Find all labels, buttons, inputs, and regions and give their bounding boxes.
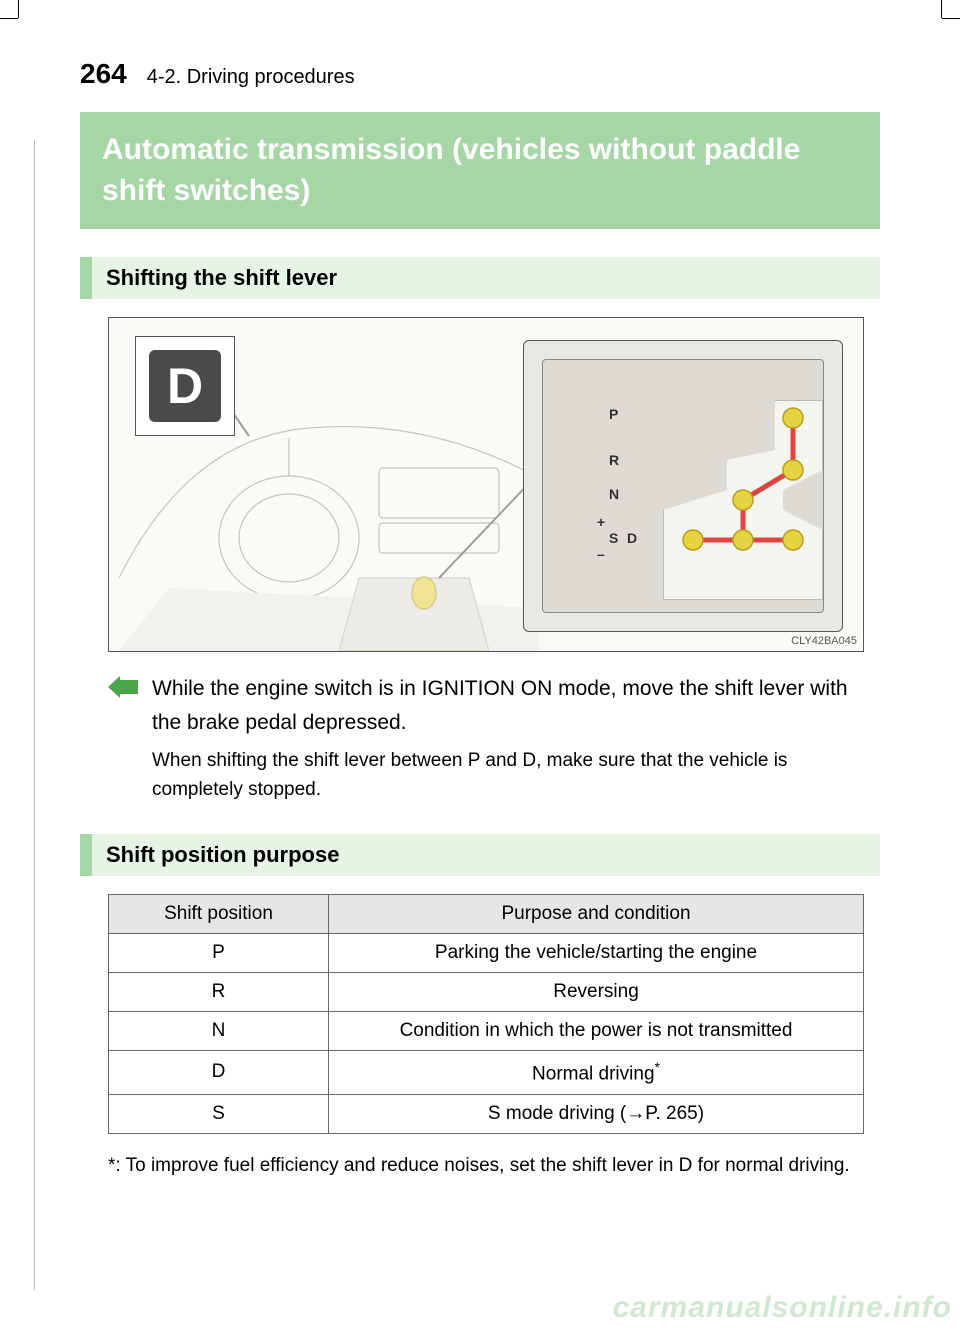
table-cell-text: Normal driving <box>532 1064 654 1085</box>
section-shift-purpose: Shift position purpose Shift position Pu… <box>80 834 880 1180</box>
gate-label-s: S <box>609 530 618 546</box>
section-heading-shifting: Shifting the shift lever <box>80 257 880 299</box>
table-cell: R <box>109 973 329 1012</box>
table-cell: S <box>109 1094 329 1133</box>
watermark: carmanualsonline.info <box>613 1291 952 1325</box>
body-sub-text: When shifting the shift lever between P … <box>152 747 880 804</box>
gate-label-plus: + <box>597 514 605 530</box>
shift-panel: P R N + S D – <box>523 340 843 632</box>
breadcrumb: 4-2. Driving procedures <box>147 66 355 89</box>
table-row: D Normal driving* <box>109 1051 864 1094</box>
table-cell: N <box>109 1012 329 1051</box>
gate-label-p: P <box>609 406 618 422</box>
table-header: Shift position <box>109 895 329 934</box>
arrow-left-icon <box>108 676 138 698</box>
gate-label-minus: – <box>597 546 605 562</box>
body-main-text: While the engine switch is in IGNITION O… <box>152 672 880 739</box>
crop-mark <box>920 0 960 40</box>
table-cell: Reversing <box>329 973 864 1012</box>
page-margin-line <box>34 140 35 1290</box>
table-cell: Condition in which the power is not tran… <box>329 1012 864 1051</box>
gate-label-d: D <box>627 530 637 546</box>
table-cell: Parking the vehicle/starting the engine <box>329 934 864 973</box>
figure-reference: CLY42BA045 <box>791 635 857 647</box>
table-cell: Normal driving* <box>329 1051 864 1094</box>
page-content: 264 4-2. Driving procedures Automatic tr… <box>80 58 880 1180</box>
page-header: 264 4-2. Driving procedures <box>80 58 880 90</box>
table-header: Purpose and condition <box>329 895 864 934</box>
table-cell: S mode driving (→P. 265) <box>329 1094 864 1133</box>
table-row: N Condition in which the power is not tr… <box>109 1012 864 1051</box>
figure-shift-lever: D <box>108 317 864 652</box>
body-block: While the engine switch is in IGNITION O… <box>108 672 880 804</box>
table-row: S S mode driving (→P. 265) <box>109 1094 864 1133</box>
table-row: P Parking the vehicle/starting the engin… <box>109 934 864 973</box>
d-badge-letter: D <box>149 350 221 422</box>
gate-label-r: R <box>609 452 619 468</box>
gate-label-n: N <box>609 486 619 502</box>
footnote: *: To improve fuel efficiency and reduce… <box>108 1152 880 1181</box>
footnote-marker: * <box>655 1059 660 1075</box>
page-number: 264 <box>80 58 127 90</box>
shift-path-icon <box>663 400 823 600</box>
page-title: Automatic transmission (vehicles without… <box>80 112 880 229</box>
section-heading-purpose: Shift position purpose <box>80 834 880 876</box>
shift-position-table: Shift position Purpose and condition P P… <box>108 894 864 1133</box>
table-row: R Reversing <box>109 973 864 1012</box>
table-cell: D <box>109 1051 329 1094</box>
crop-mark <box>0 0 40 40</box>
d-badge: D <box>135 336 235 436</box>
table-cell: P <box>109 934 329 973</box>
shift-panel-inner: P R N + S D – <box>542 359 824 613</box>
